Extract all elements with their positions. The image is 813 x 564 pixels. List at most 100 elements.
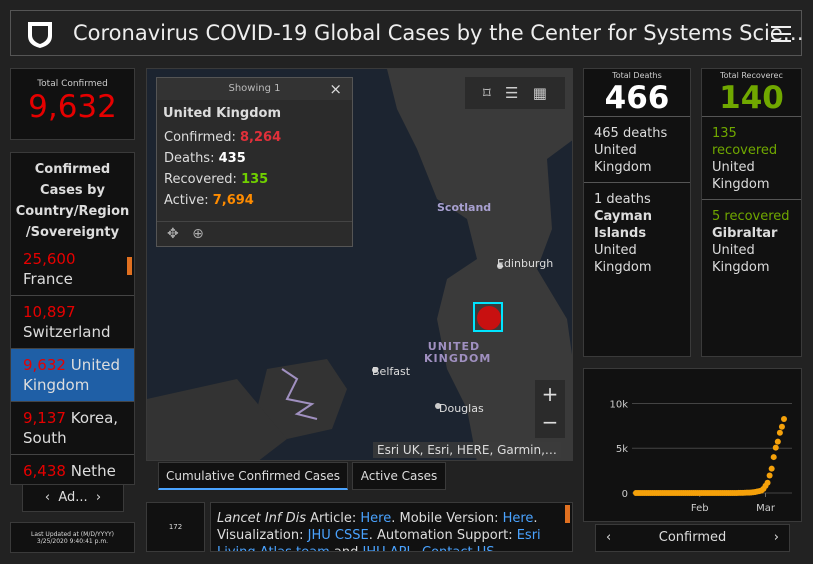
row-label: Recovered: [164,172,237,187]
value: 3/25/2020 9:40:41 p.m. [36,538,109,545]
popup-row: Confirmed: 8,264 [164,127,345,148]
list-title: Confirmed Cases by Country/Region /Sover… [15,162,130,240]
x-tick-label: Feb [691,503,709,514]
list: 465 deaths United Kingdom 1 deaths Cayman… [584,116,690,282]
tab[interactable]: Cumulative Confirmed Cases [158,462,348,490]
place-label: Belfast [372,365,411,378]
title: Coronavirus COVID-19 Global Cases by the… [73,21,804,45]
count: 135 recovered [712,126,778,158]
country: Korea, South [23,409,119,447]
place: United Kingdom [712,243,770,275]
link[interactable]: JHU CSSE [307,528,369,543]
popup-header: Showing 1 [157,78,352,100]
text: . Visualization: [217,511,538,543]
map[interactable]: Scotland Edinburgh UNITED KINGDOM Belfast Do… [146,68,573,461]
list-item[interactable]: 25,600 France [11,243,134,296]
zoom[interactable]: + − [535,380,565,438]
list-item: 135 recovered United Kingdom [702,116,801,199]
point [781,416,787,423]
text: . Mobile Version: [391,511,503,526]
y-tick-label: 0 [622,489,628,500]
text: and [330,545,363,551]
chart: 0 5k 10k Feb Mar [609,399,792,514]
popup-row: Active: 7,694 [164,190,345,211]
place-label: UNITED KINGDOM [424,340,492,365]
text: . Automation Support: [368,528,517,543]
x-tick-label: Mar [756,503,776,514]
list-item[interactable]: 6,438 Nethe [11,455,134,484]
place-label: Edinburgh [497,257,554,270]
list-item: 5 recovered Gibraltar United Kingdom [702,199,801,282]
article: Lancet Inf Dis Article: Here. Mobile Ver… [210,502,573,552]
value: 9,632 [28,89,117,125]
map-base [147,69,572,460]
point [772,444,779,451]
popup-tools[interactable]: ✥ ⊕ [157,221,352,246]
tab[interactable]: Active Cases [352,462,446,490]
place-label: Scotland [437,201,492,214]
pager-label: Ad... [58,490,88,505]
row-value: 8,264 [240,130,282,145]
count: 6,438 [23,462,66,480]
text: . [414,545,422,551]
place-bold: Gibraltar [712,226,778,241]
deaths: Total Deaths 466 465 deaths United Kingd… [583,68,691,357]
row-label: Deaths: [164,151,215,166]
link[interactable]: Esri Living Atlas team [217,528,541,551]
link[interactable]: Contact US [422,545,494,551]
list-item[interactable]: 10,897 Switzerland [11,296,134,349]
label: Total Confirmed [37,79,108,89]
point [770,454,777,461]
place-label: Douglas [439,402,484,415]
country-list: Confirmed Cases by Country/Region /Sover… [10,152,135,485]
list-item: 1 deaths Cayman Islands United Kingdom [584,182,690,282]
place: United Kingdom [594,243,652,275]
text: Lancet Inf Dis [217,511,307,526]
y-tick-label: 10k [609,399,628,410]
label: Total Recoverec [720,71,783,80]
value: 466 [604,80,670,116]
total-confirmed: Total Confirmed 9,632 [10,68,135,140]
country: United Kingdom [23,356,121,394]
row-value: 7,694 [212,193,254,208]
close[interactable]: × [329,80,342,98]
scrollbar [127,257,132,275]
place-bold: Cayman Islands [594,209,652,241]
pager[interactable]: ‹ Ad... › [22,484,124,512]
place: United Kingdom [712,160,770,192]
list: 25,600 France 10,897 Switzerland 9,632 Uni… [11,243,134,484]
link[interactable]: JHU APL [363,545,414,551]
menu-icon[interactable] [771,25,791,43]
link[interactable]: Here [360,511,392,526]
row-value: 135 [241,172,269,187]
last-updated: Last Updated at (M/D/YYYY) 3/25/2020 9:4… [10,522,135,553]
logo [28,22,52,48]
map-toolbar[interactable]: ⌑ ☰ ▦ [465,77,565,109]
point [778,423,785,430]
chart-tab[interactable]: ‹ Confirmed › [595,524,790,552]
list-item[interactable]: 9,632 United Kingdom [11,349,134,402]
label: Last Updated at (M/D/YYYY) [31,531,114,538]
tab-label: Confirmed [658,530,727,545]
attribution: Esri UK, Esri, HERE, Garmin,… [373,442,561,458]
header: Coronavirus COVID-19 Global Cases by the… [10,10,804,56]
list-item[interactable]: 9,137 Korea, South [11,402,134,455]
count-box: 172 [146,502,205,552]
label: Total Deaths [612,71,662,80]
zoom-out[interactable]: − [541,410,559,434]
popup-row: Deaths: 435 [164,148,345,169]
point [776,429,783,436]
point [774,438,781,445]
text: Article: [306,511,361,526]
point [766,472,773,479]
list: 135 recovered United Kingdom 5 recovered … [702,116,801,282]
link[interactable]: Here [502,511,534,526]
count: 9,632 [23,356,66,374]
count: 465 deaths [594,126,668,141]
y-tick-label: 5k [616,444,628,455]
row-label: Confirmed: [164,130,236,145]
row-label: Active: [164,193,209,208]
point [768,465,775,472]
zoom-in[interactable]: + [541,382,559,406]
